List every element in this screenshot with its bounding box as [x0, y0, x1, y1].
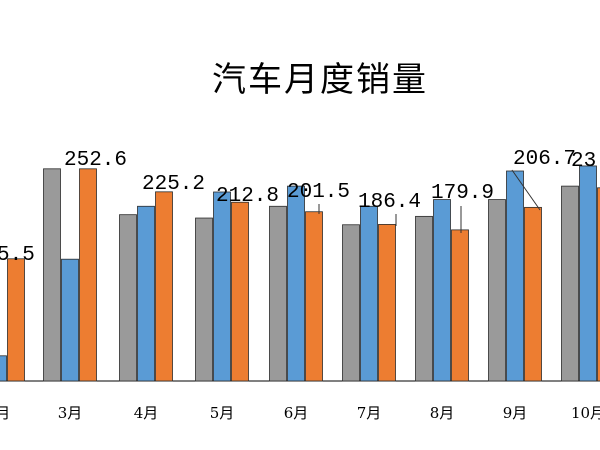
x-tick-label: 4月: [134, 404, 159, 422]
bar: [342, 224, 360, 382]
x-tick-label: 3月: [58, 404, 83, 422]
x-tick-label: 10月: [571, 404, 600, 422]
bar: [43, 168, 61, 382]
x-tick-label: 5月: [210, 404, 235, 422]
bar: [7, 258, 25, 382]
data-label: 201.5: [287, 181, 350, 204]
data-label: 212.8: [216, 185, 279, 208]
bar: [305, 211, 323, 382]
bar: [231, 201, 249, 382]
data-label: 186.4: [358, 191, 421, 214]
x-tick-label: 6月: [284, 404, 309, 422]
data-label: 225.2: [142, 173, 205, 196]
x-tick-label: 9月: [503, 404, 528, 422]
bar: [213, 191, 231, 382]
bar: [79, 168, 97, 382]
bar: [360, 205, 378, 382]
bar: [195, 217, 213, 382]
bar: [579, 165, 597, 382]
bar: [155, 191, 173, 382]
data-label: 252.6: [64, 149, 127, 172]
bar: [415, 215, 433, 382]
bar: [137, 205, 155, 382]
bar: [451, 229, 469, 382]
x-tick-label: 8月: [430, 404, 455, 422]
data-label: 23: [571, 150, 596, 173]
data-label: 179.9: [431, 182, 494, 205]
data-label: 5.5: [0, 244, 35, 267]
bar: [561, 185, 579, 382]
bar: [524, 206, 542, 382]
bar: [378, 224, 396, 382]
x-tick-label: 7月: [357, 404, 382, 422]
bar: [488, 199, 506, 382]
bar: [61, 258, 79, 382]
bar: [506, 170, 524, 382]
bar: [433, 199, 451, 382]
x-tick-label: 2月: [0, 404, 10, 422]
bar: [0, 355, 7, 382]
label-leader-line: [511, 169, 541, 211]
data-label: 206.7: [513, 148, 576, 171]
bar: [269, 205, 287, 382]
bar: [597, 187, 600, 382]
bar: [119, 214, 137, 382]
bar: [287, 185, 305, 382]
chart-title: 汽车月度销量: [212, 60, 428, 100]
